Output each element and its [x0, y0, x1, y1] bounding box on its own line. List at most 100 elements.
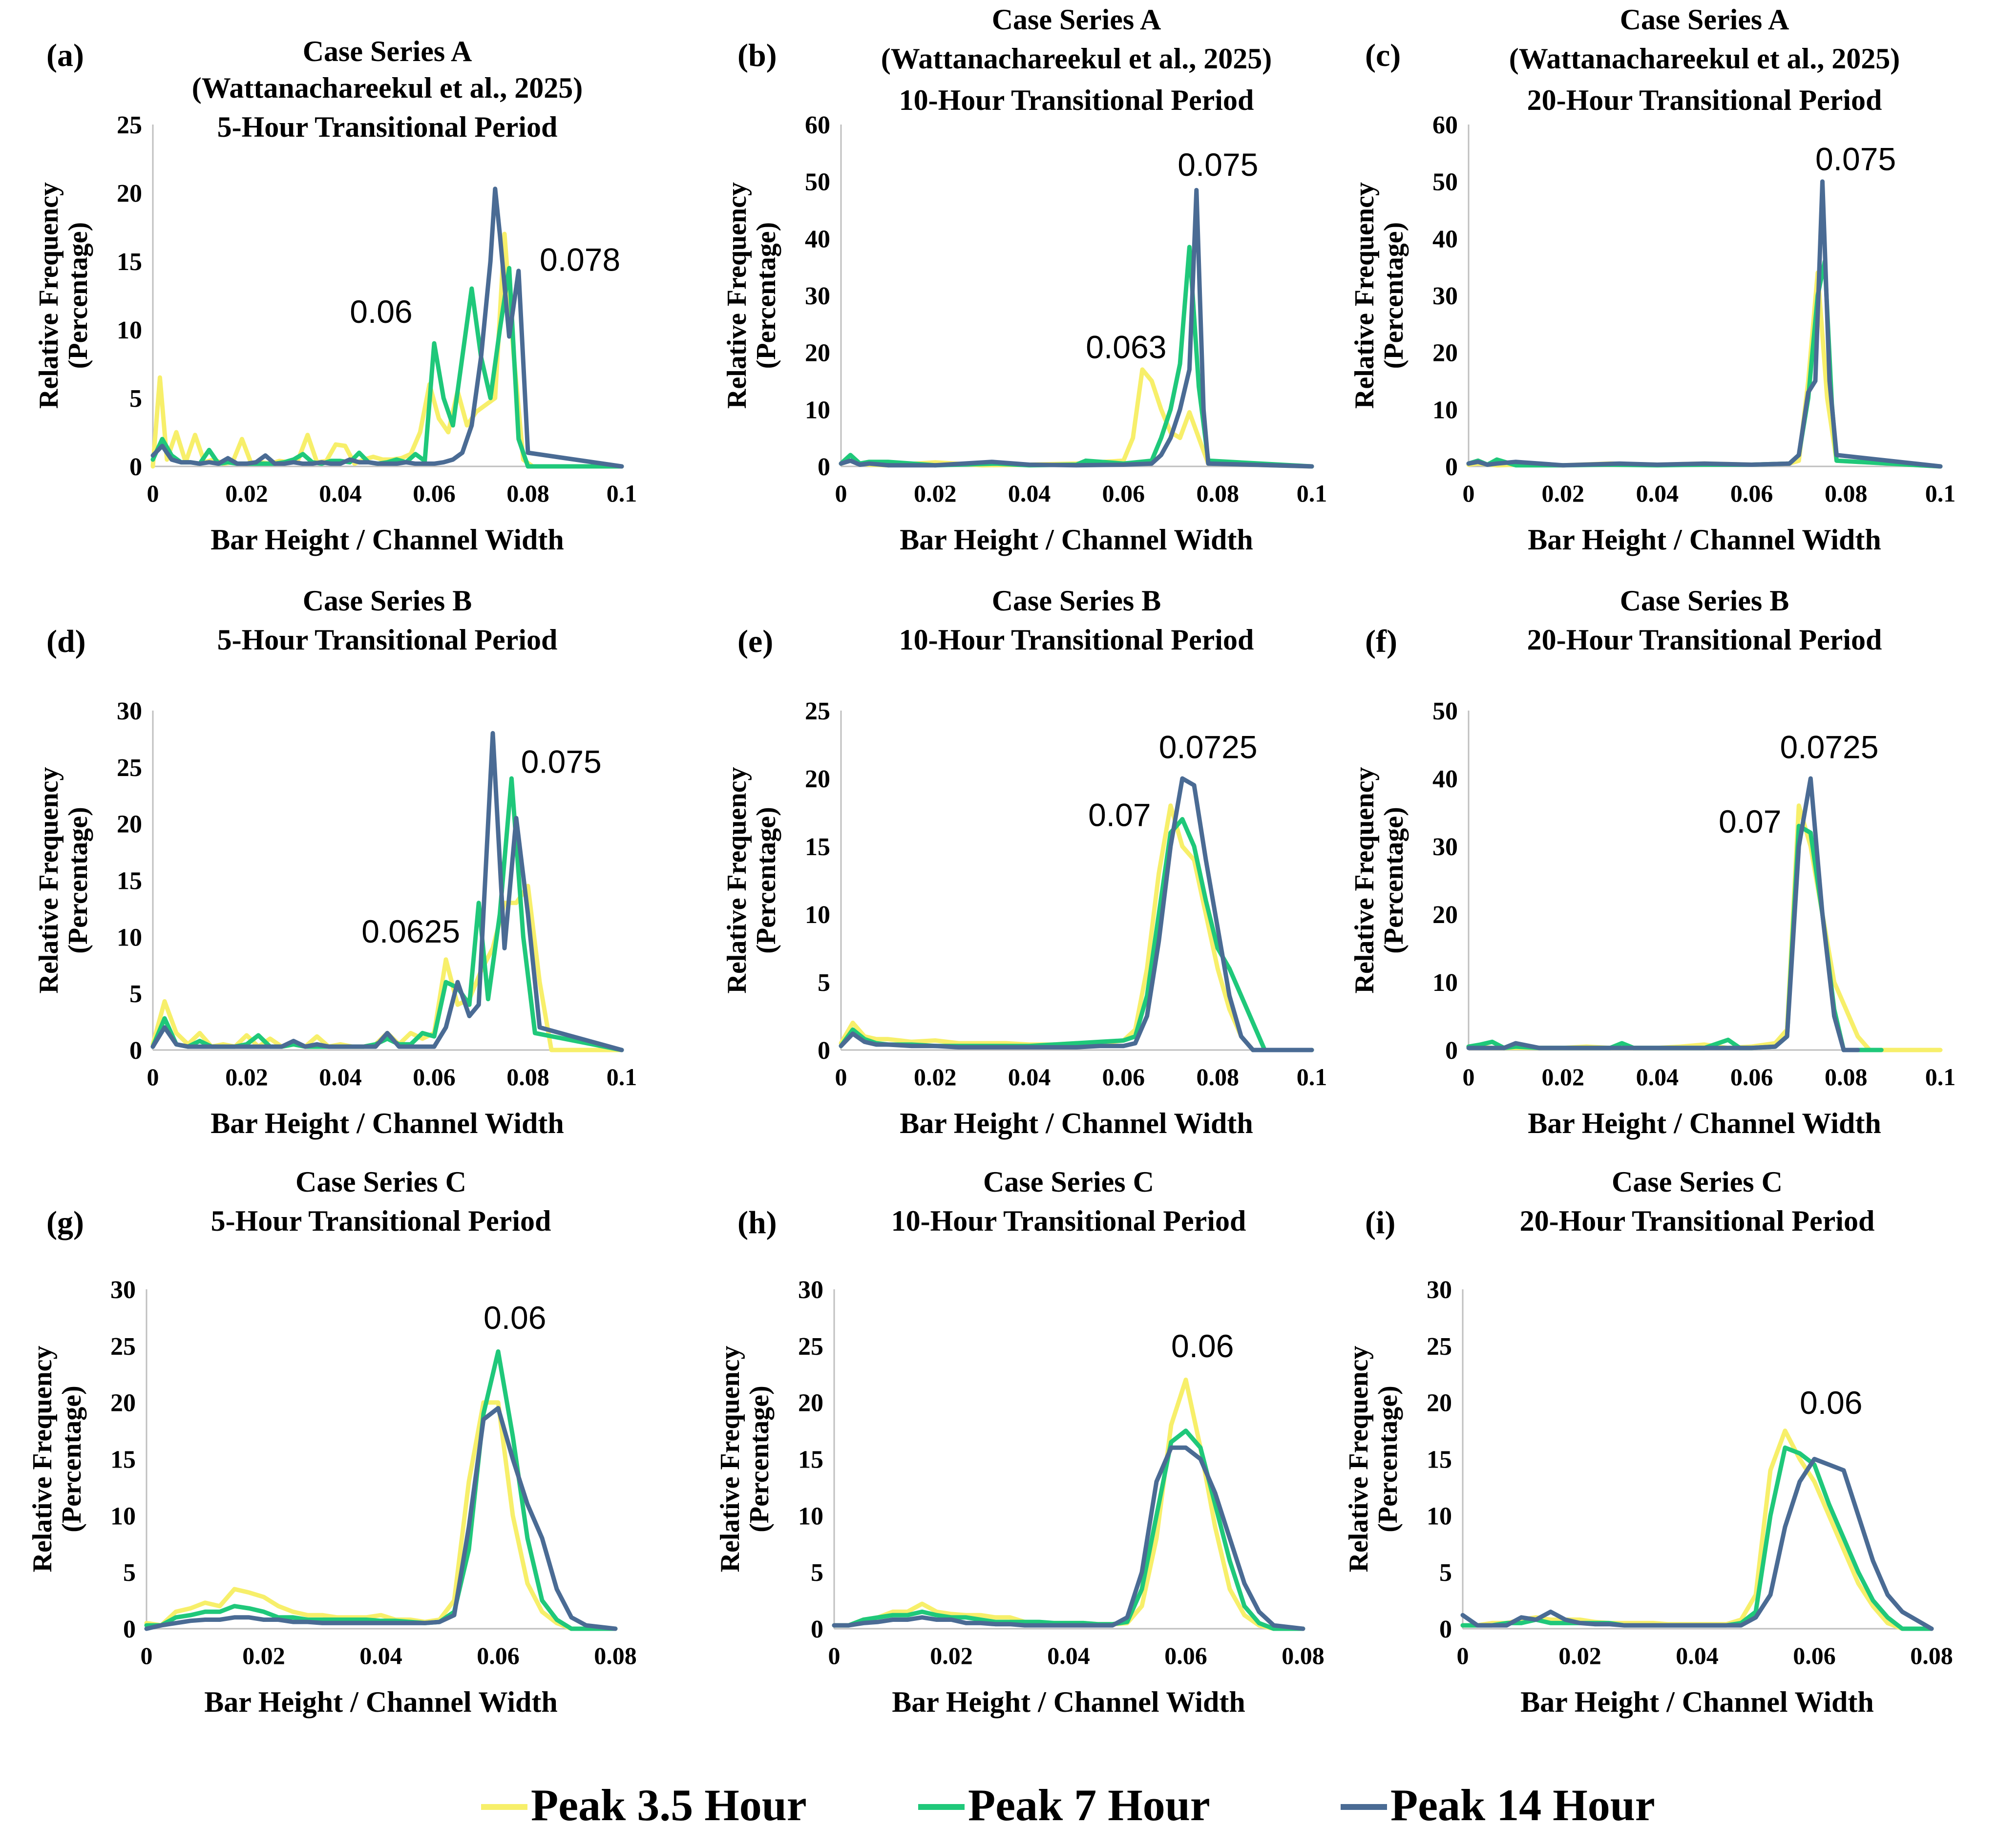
y-tick-label: 15 [110, 1446, 136, 1474]
series-line-peak-14-hour [1460, 1457, 1934, 1631]
y-tick-label: 20 [117, 180, 142, 208]
panel-title-line: Case Series A [992, 3, 1161, 36]
y-tick-label: 30 [1427, 1276, 1452, 1304]
y-axis-label: Relative Frequency(Percentage) [1349, 767, 1409, 994]
series-line-peak-3-5-hour [1466, 803, 1943, 1052]
series-line-peak-14-hour [150, 731, 624, 1052]
panel-title-line: Case Series C [1612, 1166, 1783, 1198]
y-tick-label: 15 [117, 867, 142, 895]
x-tick-label: 0 [141, 1642, 153, 1669]
x-axis-label: Bar Height / Channel Width [204, 1686, 558, 1718]
y-tick-label: 20 [805, 339, 830, 367]
x-tick-label: 0.02 [242, 1642, 285, 1669]
y-axis-label-line: Relative Frequency [722, 767, 752, 994]
series-line-peak-14-hour [839, 188, 1314, 469]
x-tick-label: 0.1 [1297, 1063, 1327, 1091]
x-tick-label: 0.06 [1730, 1063, 1773, 1091]
peak-annotation: 0.07 [1088, 797, 1151, 833]
x-axis-label: Bar Height / Channel Width [900, 1107, 1253, 1139]
y-tick-label: 40 [1432, 225, 1458, 253]
series-line-peak-3-5-hour [839, 367, 1314, 469]
series-line-peak-14-hour [150, 187, 624, 469]
y-axis-label: Relative Frequency(Percentage) [1349, 182, 1409, 409]
y-tick-label: 20 [117, 811, 142, 839]
y-axis-label-line: (Percentage) [1379, 222, 1409, 369]
series-line-peak-7-hour [1460, 1445, 1934, 1631]
y-tick-label: 10 [117, 924, 142, 951]
y-tick-label: 25 [805, 697, 830, 725]
y-axis-label-line: (Percentage) [751, 807, 781, 954]
series-line-peak-14-hour [839, 776, 1314, 1052]
y-tick-label: 15 [805, 833, 830, 861]
y-tick-label: 15 [798, 1446, 823, 1474]
panel-h: (h) Case Series C 10-Hour Transitional Per… [715, 1166, 1325, 1718]
x-tick-label: 0.02 [1541, 1063, 1584, 1091]
y-tick-label: 20 [110, 1389, 136, 1417]
x-tick-label: 0.08 [1825, 480, 1868, 507]
x-axis-label: Bar Height / Channel Width [1528, 524, 1881, 556]
y-tick-label: 0 [1445, 1037, 1458, 1065]
x-axis-label: Bar Height / Channel Width [1520, 1686, 1874, 1718]
y-axis-label: Relative Frequency(Percentage) [34, 767, 93, 994]
y-tick-label: 20 [805, 765, 830, 793]
panel-letter: (b) [737, 38, 777, 73]
y-tick-label: 30 [1432, 833, 1458, 861]
x-axis-label: Bar Height / Channel Width [900, 524, 1253, 556]
series-line-peak-14-hour [832, 1445, 1305, 1631]
peak-annotation: 0.075 [1178, 147, 1258, 183]
panel-title-line: 20-Hour Transitional Period [1527, 624, 1882, 656]
x-tick-label: 0 [1463, 480, 1475, 507]
y-tick-label: 50 [1432, 168, 1458, 196]
y-tick-label: 30 [798, 1276, 823, 1304]
peak-annotation: 0.0625 [361, 913, 460, 949]
legend-item-peak-7-hour: Peak 7 Hour [918, 1780, 1210, 1830]
x-tick-label: 0.06 [1102, 1063, 1145, 1091]
y-tick-label: 15 [1427, 1446, 1452, 1474]
series-line-peak-14-hour [1466, 179, 1943, 469]
panel-f: (f) Case Series B 20-Hour Transitional Per… [1349, 585, 1956, 1139]
y-axis-label-line: (Percentage) [1379, 807, 1409, 954]
legend-label: Peak 3.5 Hour [531, 1780, 807, 1830]
panel-title-line: 5-Hour Transitional Period [217, 624, 558, 656]
y-tick-label: 10 [110, 1502, 136, 1530]
peak-annotation: 0.078 [540, 242, 620, 278]
x-tick-label: 0.08 [1196, 1063, 1239, 1091]
x-tick-label: 0.06 [477, 1642, 520, 1669]
panel-title-line: Case Series B [1620, 585, 1789, 617]
y-axis-label-line: (Percentage) [1373, 1386, 1403, 1533]
y-axis-label-line: Relative Frequency [34, 767, 64, 994]
x-tick-label: 0.06 [1164, 1642, 1207, 1669]
x-tick-label: 0.08 [1910, 1642, 1953, 1669]
y-axis-label-line: Relative Frequency [722, 182, 752, 409]
peak-annotation: 0.06 [1171, 1328, 1234, 1364]
x-tick-label: 0.04 [1676, 1642, 1719, 1669]
legend-label: Peak 14 Hour [1390, 1780, 1655, 1830]
y-tick-label: 5 [129, 980, 142, 1008]
panel-letter: (g) [46, 1205, 84, 1240]
x-tick-label: 0.04 [1008, 480, 1051, 507]
x-tick-label: 0 [828, 1642, 841, 1669]
y-tick-label: 10 [798, 1502, 823, 1530]
y-tick-label: 60 [805, 111, 830, 139]
panel-title-line: 20-Hour Transitional Period [1527, 84, 1882, 116]
panel-g: (g) Case Series C 5-Hour Transitional Peri… [27, 1166, 637, 1718]
y-tick-label: 10 [1427, 1502, 1452, 1530]
y-tick-label: 25 [798, 1333, 823, 1361]
series-line-peak-3-5-hour [839, 803, 1314, 1052]
x-tick-label: 0.02 [225, 480, 268, 507]
panel-b: (b) Case Series A (Wattanachareekul et al.… [722, 3, 1327, 556]
y-axis-label-line: Relative Frequency [1349, 767, 1380, 994]
x-tick-label: 0.04 [1047, 1642, 1090, 1669]
x-axis-label: Bar Height / Channel Width [210, 524, 564, 556]
x-tick-label: 0.04 [1636, 1063, 1679, 1091]
peak-annotation: 0.06 [484, 1300, 546, 1336]
legend-item-peak-14-hour: Peak 14 Hour [1341, 1780, 1655, 1830]
x-axis-label: Bar Height / Channel Width [1528, 1107, 1881, 1139]
y-tick-label: 10 [117, 316, 142, 344]
panel-title-line: 10-Hour Transitional Period [891, 1205, 1246, 1237]
peak-annotation: 0.0725 [1159, 729, 1258, 765]
panel-title-line: 5-Hour Transitional Period [211, 1205, 551, 1237]
y-axis-label-line: Relative Frequency [34, 182, 64, 409]
x-tick-label: 0 [1463, 1063, 1475, 1091]
series-line-peak-7-hour [832, 1428, 1305, 1631]
